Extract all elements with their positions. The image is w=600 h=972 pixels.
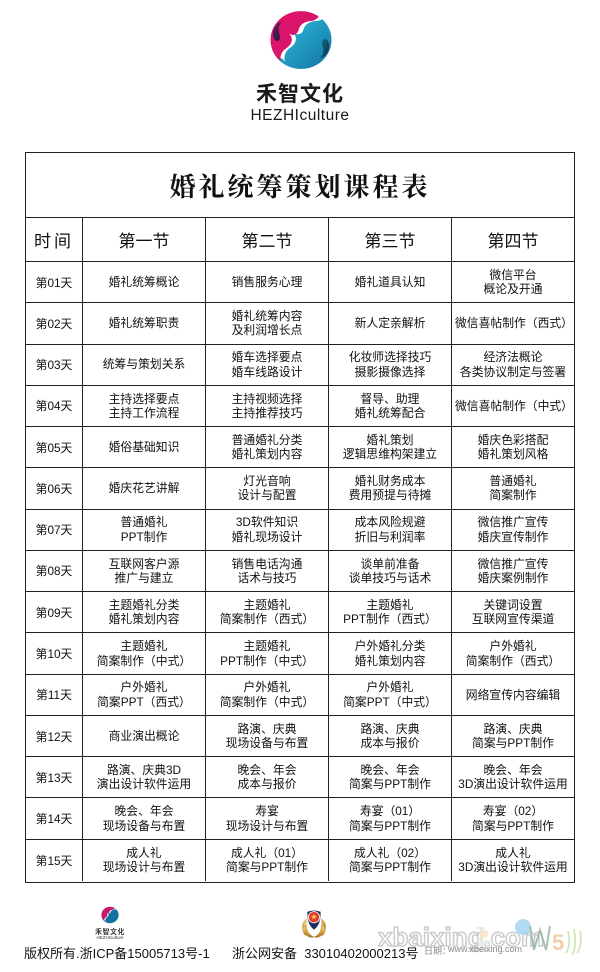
svg-text:5: 5	[552, 930, 564, 955]
